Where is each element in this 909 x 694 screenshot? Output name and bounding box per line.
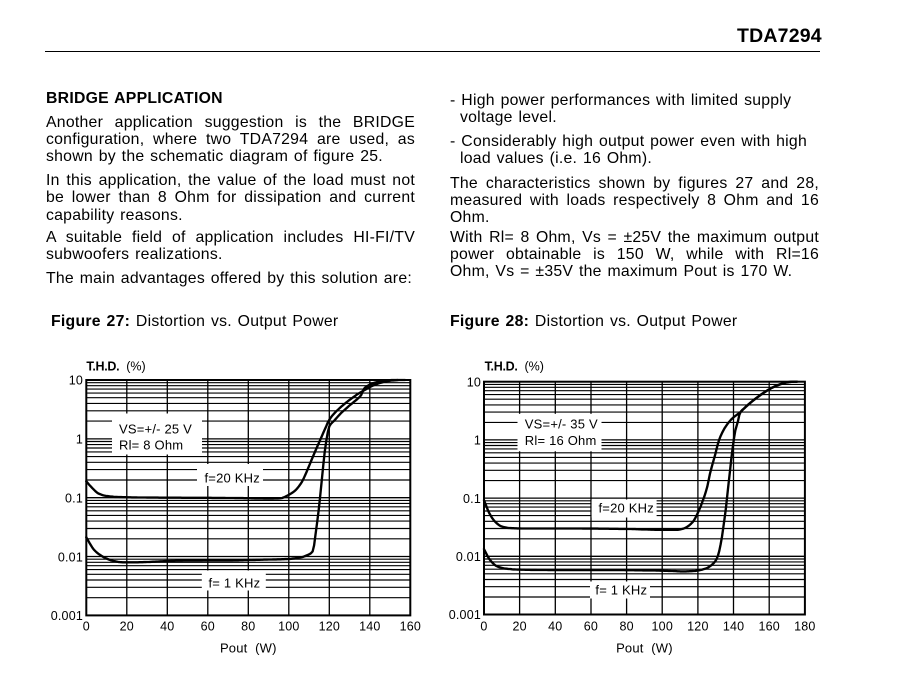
- svg-text:120: 120: [319, 620, 340, 634]
- svg-text:10: 10: [69, 374, 83, 388]
- svg-text:0: 0: [83, 620, 90, 634]
- svg-text:Rl= 8 Ohm: Rl= 8 Ohm: [119, 438, 183, 453]
- svg-text:1: 1: [76, 433, 83, 447]
- svg-text:T.H.D. (%): T.H.D. (%): [86, 360, 145, 374]
- svg-text:0.01: 0.01: [456, 550, 481, 564]
- svg-text:f=20 KHz: f=20 KHz: [205, 471, 260, 486]
- svg-text:160: 160: [758, 620, 779, 634]
- svg-text:VS=+/- 25 V: VS=+/- 25 V: [119, 422, 192, 437]
- svg-text:100: 100: [652, 620, 673, 634]
- svg-text:80: 80: [619, 620, 633, 634]
- svg-text:20: 20: [120, 620, 134, 634]
- svg-text:120: 120: [687, 620, 708, 634]
- svg-text:Rl= 16 Ohm: Rl= 16 Ohm: [525, 433, 597, 448]
- svg-text:f=20 KHz: f=20 KHz: [599, 501, 654, 516]
- svg-text:180: 180: [794, 620, 815, 634]
- svg-text:10: 10: [467, 375, 481, 389]
- svg-text:0.1: 0.1: [463, 492, 481, 506]
- svg-text:80: 80: [241, 620, 255, 634]
- svg-text:20: 20: [512, 620, 526, 634]
- svg-text:VS=+/- 35 V: VS=+/- 35 V: [525, 417, 598, 432]
- svg-text:100: 100: [278, 620, 299, 634]
- svg-text:140: 140: [359, 620, 380, 634]
- svg-text:40: 40: [160, 620, 174, 634]
- svg-text:Pout (W): Pout (W): [616, 641, 673, 656]
- svg-text:0.001: 0.001: [449, 608, 481, 622]
- svg-text:1: 1: [474, 434, 481, 448]
- svg-text:0.001: 0.001: [51, 609, 83, 623]
- svg-text:0.01: 0.01: [58, 550, 83, 564]
- svg-text:0: 0: [480, 620, 487, 634]
- svg-text:140: 140: [723, 620, 744, 634]
- svg-text:60: 60: [201, 620, 215, 634]
- svg-text:40: 40: [548, 620, 562, 634]
- svg-text:f= 1 KHz: f= 1 KHz: [209, 576, 261, 591]
- svg-text:T.H.D. (%): T.H.D. (%): [485, 360, 544, 374]
- svg-text:60: 60: [584, 620, 598, 634]
- svg-text:0.1: 0.1: [65, 491, 83, 505]
- svg-text:f= 1 KHz: f= 1 KHz: [595, 582, 647, 597]
- svg-text:160: 160: [400, 620, 421, 634]
- svg-text:Pout (W): Pout (W): [220, 641, 277, 656]
